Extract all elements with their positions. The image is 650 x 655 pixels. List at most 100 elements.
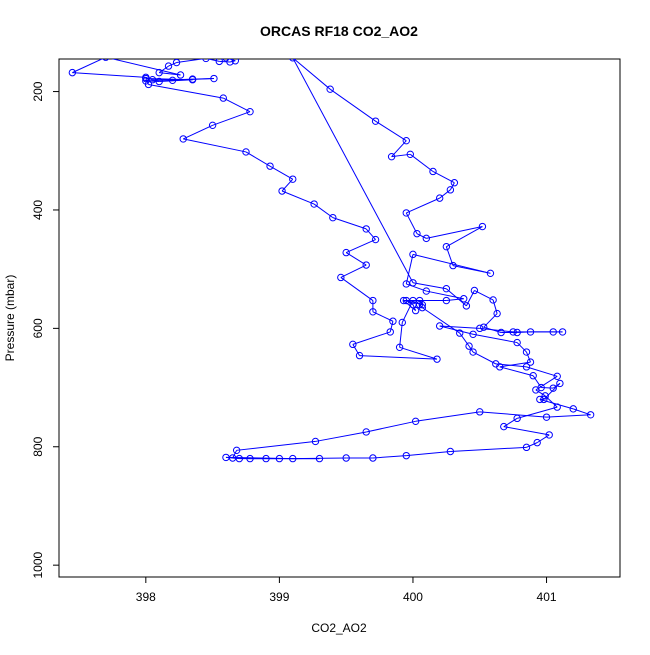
data-point [246,107,254,116]
data-point [409,279,417,287]
series-line-segment [426,290,464,300]
series-line-segment [206,59,220,62]
data-point [144,80,153,89]
series-line-segment [168,62,177,67]
data-point [362,261,370,269]
data-point [246,454,254,463]
x-tick-label: 398 [136,590,156,604]
data-point [402,451,410,460]
data-point [470,286,479,295]
series-line-segment [406,450,451,457]
data-point [398,318,406,327]
data-point [226,59,234,66]
y-tick-label: 600 [31,318,45,338]
data-point [315,454,324,463]
series-line-segment [479,411,547,418]
data-point [553,372,561,381]
series-line-segment [236,440,316,451]
data-point [168,76,177,85]
series-line-segment [399,322,403,348]
series-line-segment [415,411,480,422]
plot-frame [58,58,621,578]
series-line-segment [472,351,497,365]
data-point [549,328,557,336]
data-point [422,287,431,295]
series-line-segment [329,88,376,122]
series-line-segment [405,212,418,234]
series-line-segment [389,321,394,333]
data-point [429,167,437,176]
data-point [369,308,377,316]
data-point [418,300,427,309]
data-point [411,306,420,315]
data-point [329,213,337,222]
series-line-segment [446,226,483,248]
series-line-segment [281,190,315,205]
series-line-segment [183,138,247,153]
data-point [462,302,471,310]
data-point [486,269,495,278]
series-line-segment [332,217,367,230]
data-point [202,59,210,63]
series-line-segment [340,264,367,278]
series-line-segment [409,153,434,172]
series-line-segment [292,59,414,284]
series-line-segment [479,327,514,333]
data-point [102,59,109,61]
data-point [386,328,394,336]
data-point [409,250,417,259]
data-point [456,329,464,337]
y-axis-label: Pressure (mbar) [3,275,17,362]
data-point [142,74,150,83]
series-line-segment [422,307,460,334]
data-point [476,324,484,333]
data-point [509,328,517,336]
data-point [342,454,350,462]
series-line-segment [446,288,467,307]
series-line-segment [352,331,391,345]
data-point [349,340,357,349]
data-point [222,453,230,462]
data-point [489,296,497,304]
series-line-segment [365,228,376,240]
data-point [556,379,564,388]
series-line-segment [223,97,251,113]
data-point [389,317,397,325]
series-line-segment [313,203,334,219]
data-point [371,235,380,244]
data-point [337,273,345,282]
series-line-segment [472,333,518,344]
data-point [266,162,274,170]
data-point [569,405,577,413]
series-line-segment [401,300,414,323]
series-line-segment [439,325,474,335]
data-point [188,76,197,84]
series-layer [68,59,595,463]
series-line-segment [375,120,407,142]
data-point [406,150,414,159]
data-point [278,187,286,195]
series-line-segment [281,178,294,192]
data-point [526,358,535,366]
series-line-segment [345,239,376,254]
data-point [289,454,297,463]
data-point [480,323,488,331]
data-point [446,447,455,456]
data-point [526,328,535,336]
data-point [553,403,561,411]
data-point [478,222,487,231]
data-point [446,186,455,194]
data-point [262,454,270,463]
x-axis: 398 399 400 401 [136,577,557,604]
series-line-segment [352,344,360,356]
data-point [442,242,451,251]
data-point [402,136,410,145]
data-point [399,296,408,305]
data-point [522,363,531,371]
data-point [155,68,163,77]
data-point [529,372,537,380]
data-point [586,411,595,419]
series-line-segment [450,446,527,452]
data-point [500,422,508,431]
